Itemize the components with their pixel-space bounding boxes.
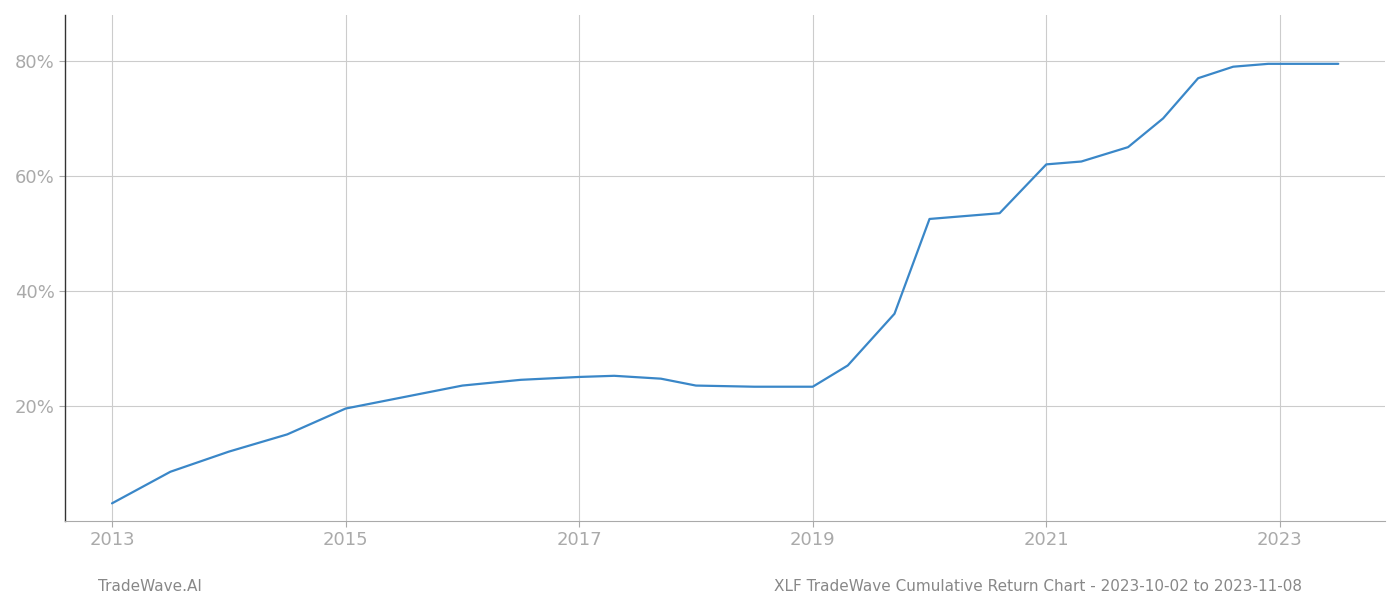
Text: XLF TradeWave Cumulative Return Chart - 2023-10-02 to 2023-11-08: XLF TradeWave Cumulative Return Chart - … (774, 579, 1302, 594)
Text: TradeWave.AI: TradeWave.AI (98, 579, 202, 594)
